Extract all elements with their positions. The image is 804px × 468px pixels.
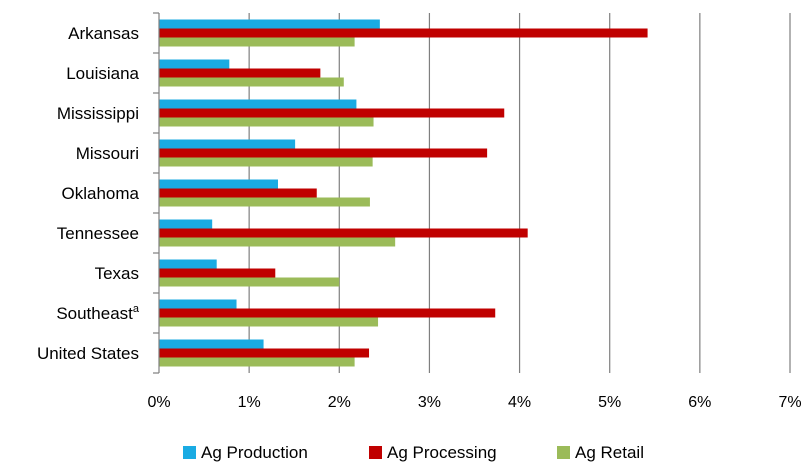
category-label: Missouri [76, 144, 139, 163]
legend-swatch [183, 446, 196, 459]
category-label-text: Arkansas [68, 24, 139, 43]
bar [159, 99, 357, 109]
bar [159, 19, 380, 29]
legend-item: Ag Production [183, 443, 308, 462]
category-label-text: Oklahoma [62, 184, 140, 203]
bar [159, 139, 296, 149]
bar [159, 219, 213, 229]
x-tick-labels: 0% 1% 2% 3% 4% 5% 6% 7% [147, 394, 801, 411]
category-label: United States [37, 344, 139, 363]
bar [159, 339, 264, 349]
category-label-text: Tennessee [57, 224, 139, 243]
bar [159, 179, 278, 189]
bar [159, 117, 374, 127]
category-label: Southeasta [56, 303, 140, 323]
category-label: Tennessee [57, 224, 139, 243]
category-superscript: a [133, 303, 140, 315]
bar [159, 317, 379, 327]
bar [159, 59, 230, 69]
legend: Ag Production Ag Processing Ag Retail [183, 443, 644, 462]
bar [159, 77, 344, 87]
y-axis [153, 12, 160, 374]
bar [159, 348, 370, 358]
bars [159, 19, 648, 367]
bar [159, 277, 340, 287]
category-label-text: Southeast [56, 304, 133, 323]
bar [159, 28, 648, 38]
x-tick-label: 1% [238, 394, 261, 411]
category-label-text: Louisiana [66, 64, 139, 83]
legend-item: Ag Retail [557, 443, 644, 462]
bar [159, 157, 373, 167]
legend-label: Ag Retail [575, 443, 644, 462]
x-tick-label: 0% [147, 394, 170, 411]
x-tick-label: 3% [418, 394, 441, 411]
category-label-text: Missouri [76, 144, 139, 163]
category-label-text: Mississippi [57, 104, 139, 123]
x-tick-label: 4% [508, 394, 531, 411]
x-tick-label: 5% [598, 394, 621, 411]
grid-lines [248, 13, 791, 373]
legend-label: Ag Production [201, 443, 308, 462]
category-label-text: Texas [95, 264, 139, 283]
legend-swatch [557, 446, 570, 459]
category-label: Louisiana [66, 64, 139, 83]
category-label-text: United States [37, 344, 139, 363]
legend-label: Ag Processing [387, 443, 497, 462]
bar [159, 108, 505, 118]
bar [159, 357, 355, 367]
bar [159, 148, 488, 158]
category-label: Arkansas [68, 24, 139, 43]
bar [159, 308, 496, 318]
bar [159, 197, 370, 207]
bar [159, 259, 217, 269]
x-tick-label: 7% [778, 394, 801, 411]
bar [159, 68, 321, 78]
bar [159, 37, 355, 47]
bar [159, 188, 317, 198]
bar [159, 268, 276, 278]
x-tick-label: 2% [328, 394, 351, 411]
category-labels: Arkansas Louisiana Mississippi Missouri Okla… [37, 24, 140, 363]
category-label: Texas [95, 264, 139, 283]
legend-swatch [369, 446, 382, 459]
category-label: Mississippi [57, 104, 139, 123]
bar [159, 299, 237, 309]
bar [159, 237, 396, 247]
bar [159, 228, 528, 238]
legend-item: Ag Processing [369, 443, 497, 462]
category-label: Oklahoma [62, 184, 140, 203]
x-tick-label: 6% [688, 394, 711, 411]
